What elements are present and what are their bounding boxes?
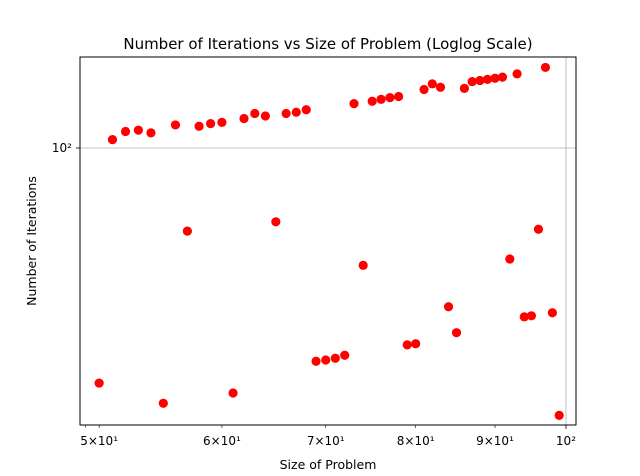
data-point xyxy=(182,226,192,236)
x-tick-label: 9×10¹ xyxy=(476,434,514,448)
data-point xyxy=(206,119,216,129)
plot-frame xyxy=(79,56,577,426)
data-point xyxy=(402,340,412,350)
data-point xyxy=(94,378,104,388)
data-point xyxy=(133,125,143,135)
x-axis-label: Size of Problem xyxy=(280,457,377,472)
data-point xyxy=(376,94,386,104)
data-point xyxy=(301,105,311,115)
data-point xyxy=(367,96,377,106)
data-point xyxy=(467,76,477,87)
data-point xyxy=(217,117,227,127)
data-point xyxy=(451,328,462,338)
y-tick-label: 10² xyxy=(52,141,72,155)
data-point xyxy=(228,388,238,398)
data-point xyxy=(540,62,551,73)
x-axis-ticks: 5×10¹ 6×10¹ 7×10¹ 8×10¹ 9×10¹ 10² xyxy=(80,425,576,448)
x-tick-label: 6×10¹ xyxy=(203,434,241,448)
data-point xyxy=(526,311,537,321)
data-point xyxy=(120,126,131,137)
data-point xyxy=(394,91,404,102)
y-axis-ticks: 10² xyxy=(52,141,80,155)
data-point xyxy=(427,79,437,89)
data-point xyxy=(170,120,181,130)
grid-lines xyxy=(80,57,576,425)
data-point xyxy=(519,312,529,322)
data-point xyxy=(459,83,469,93)
x-tick-label: 7×10¹ xyxy=(307,434,345,448)
data-point xyxy=(385,93,395,103)
data-point xyxy=(321,355,331,365)
data-point xyxy=(340,350,350,360)
data-point xyxy=(547,308,557,318)
data-point xyxy=(512,69,522,79)
data-point xyxy=(250,108,260,119)
data-point xyxy=(271,217,281,227)
data-point xyxy=(158,398,168,408)
data-point xyxy=(435,82,446,92)
data-point xyxy=(260,111,270,121)
data-point xyxy=(349,99,359,109)
data-point xyxy=(482,74,493,84)
data-point xyxy=(533,224,544,234)
x-tick-label: 8×10¹ xyxy=(397,434,435,448)
data-point xyxy=(419,84,429,95)
data-point xyxy=(146,128,156,138)
data-point xyxy=(291,107,301,117)
data-point xyxy=(281,108,291,119)
x-tick-label: 10² xyxy=(556,434,576,448)
data-points xyxy=(94,62,564,420)
data-point xyxy=(239,113,249,124)
data-point xyxy=(497,72,508,82)
data-point xyxy=(411,339,421,349)
data-point xyxy=(311,356,321,366)
data-point xyxy=(194,121,204,131)
data-point xyxy=(358,260,368,270)
y-axis-label: Number of Iterations xyxy=(24,176,39,306)
data-point xyxy=(443,302,454,312)
data-point xyxy=(475,75,485,86)
data-point xyxy=(554,410,564,420)
data-point xyxy=(505,254,515,264)
data-point xyxy=(107,135,118,145)
data-point xyxy=(490,73,500,83)
x-tick-label: 5×10¹ xyxy=(80,434,118,448)
chart-title: Number of Iterations vs Size of Problem … xyxy=(123,35,532,53)
data-point xyxy=(330,353,340,363)
